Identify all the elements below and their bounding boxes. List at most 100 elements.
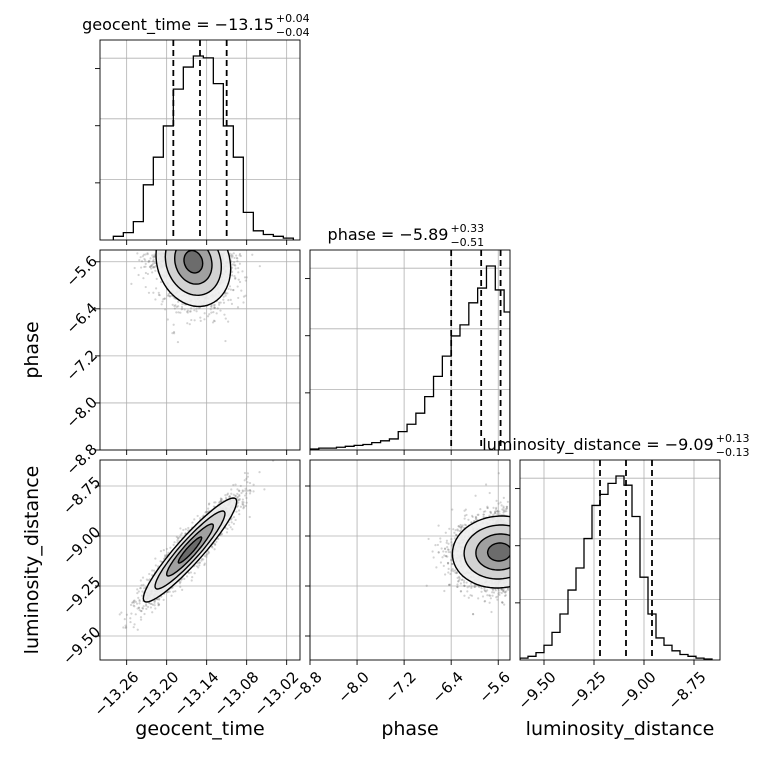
scatter-point: [158, 597, 161, 600]
scatter-point: [198, 561, 201, 564]
scatter-point: [213, 306, 216, 309]
scatter-point: [202, 514, 205, 517]
scatter-point: [195, 565, 199, 568]
scatter-point: [248, 492, 252, 495]
scatter-point: [230, 492, 233, 495]
scatter-point: [238, 489, 241, 492]
scatter-point: [152, 266, 155, 269]
histogram-step: [310, 265, 510, 450]
scatter-point: [251, 253, 254, 256]
scatter-point: [154, 564, 157, 567]
scatter-point: [203, 563, 206, 567]
contour-line: [165, 523, 215, 577]
scatter-point: [124, 626, 127, 630]
scatter-point: [237, 498, 240, 501]
scatter-point: [188, 310, 192, 313]
scatter-point: [244, 489, 247, 492]
scatter-point: [232, 252, 235, 255]
scatter-point: [205, 555, 208, 558]
scatter-point: [207, 503, 211, 506]
scatter-point: [174, 304, 177, 307]
scatter-point: [246, 489, 250, 492]
scatter-point: [232, 493, 235, 496]
scatter-point: [239, 484, 242, 488]
scatter-point: [220, 498, 223, 501]
scatter-point: [199, 517, 202, 520]
scatter-point: [243, 479, 246, 482]
scatter-point: [238, 252, 242, 256]
scatter-point: [234, 276, 237, 280]
scatter-point: [152, 260, 155, 263]
scatter-point: [139, 579, 142, 582]
scatter-point: [157, 603, 160, 606]
scatter-point: [132, 599, 136, 602]
scatter-point: [258, 265, 261, 268]
scatter-point: [193, 518, 196, 521]
scatter-point: [150, 602, 153, 606]
scatter-point: [138, 602, 141, 605]
scatter-point: [230, 256, 233, 259]
scatter-point: [151, 254, 154, 257]
scatter-point: [189, 310, 192, 313]
scatter-point: [249, 490, 252, 493]
scatter-point: [139, 587, 142, 590]
scatter-point: [203, 562, 206, 565]
scatter-point: [140, 609, 143, 613]
scatter-point: [219, 500, 222, 503]
scatter-point: [214, 501, 217, 504]
scatter-point: [230, 488, 233, 491]
contour-line: [183, 250, 204, 274]
scatter-point: [225, 531, 229, 534]
scatter-point: [199, 319, 202, 322]
scatter-point: [199, 316, 202, 319]
scatter-point: [149, 606, 153, 609]
scatter-point: [179, 527, 182, 530]
scatter-point: [175, 311, 178, 314]
scatter-point: [228, 495, 231, 498]
2d-panel-luminosity-distance-vs-phase: [309, 460, 510, 660]
scatter-point: [242, 295, 246, 298]
scatter-point: [212, 304, 215, 307]
scatter-point: [177, 300, 180, 303]
scatter-point: [152, 265, 156, 268]
scatter-point: [157, 603, 161, 606]
scatter-point: [134, 600, 138, 603]
scatter-point: [178, 535, 181, 539]
scatter-point: [168, 590, 171, 593]
scatter-point: [132, 600, 135, 604]
contour-line: [164, 250, 223, 297]
scatter-point: [171, 332, 174, 335]
scatter-point: [236, 504, 239, 508]
scatter-point: [172, 543, 175, 546]
histogram-geocent-time: [100, 40, 300, 240]
scatter-point: [202, 558, 205, 561]
scatter-point: [166, 294, 170, 297]
scatter-point: [165, 547, 168, 551]
scatter-point: [455, 534, 458, 537]
scatter-points: [425, 472, 510, 616]
scatter-point: [210, 305, 213, 309]
panel-frame: [99, 249, 301, 451]
scatter-point: [245, 496, 248, 500]
scatter-point: [218, 501, 221, 504]
scatter-point: [129, 617, 132, 620]
scatter-point: [159, 280, 163, 284]
scatter-point: [143, 587, 146, 590]
scatter-point: [443, 547, 447, 550]
x-tick-label: −9.50: [515, 668, 560, 713]
scatter-point: [186, 311, 189, 314]
scatter-point: [181, 302, 184, 306]
scatter-point: [120, 611, 123, 614]
scatter-point: [133, 266, 136, 270]
scatter-point: [227, 287, 230, 290]
scatter-point: [224, 292, 227, 295]
scatter-point: [233, 261, 236, 264]
y-tick-label: −9.00: [59, 523, 104, 568]
scatter-point: [193, 572, 196, 575]
scatter-point: [167, 294, 170, 297]
scatter-point: [141, 594, 144, 597]
scatter-point: [181, 588, 184, 591]
scatter-point: [213, 303, 216, 306]
scatter-point: [142, 583, 145, 586]
scatter-point: [138, 598, 141, 602]
